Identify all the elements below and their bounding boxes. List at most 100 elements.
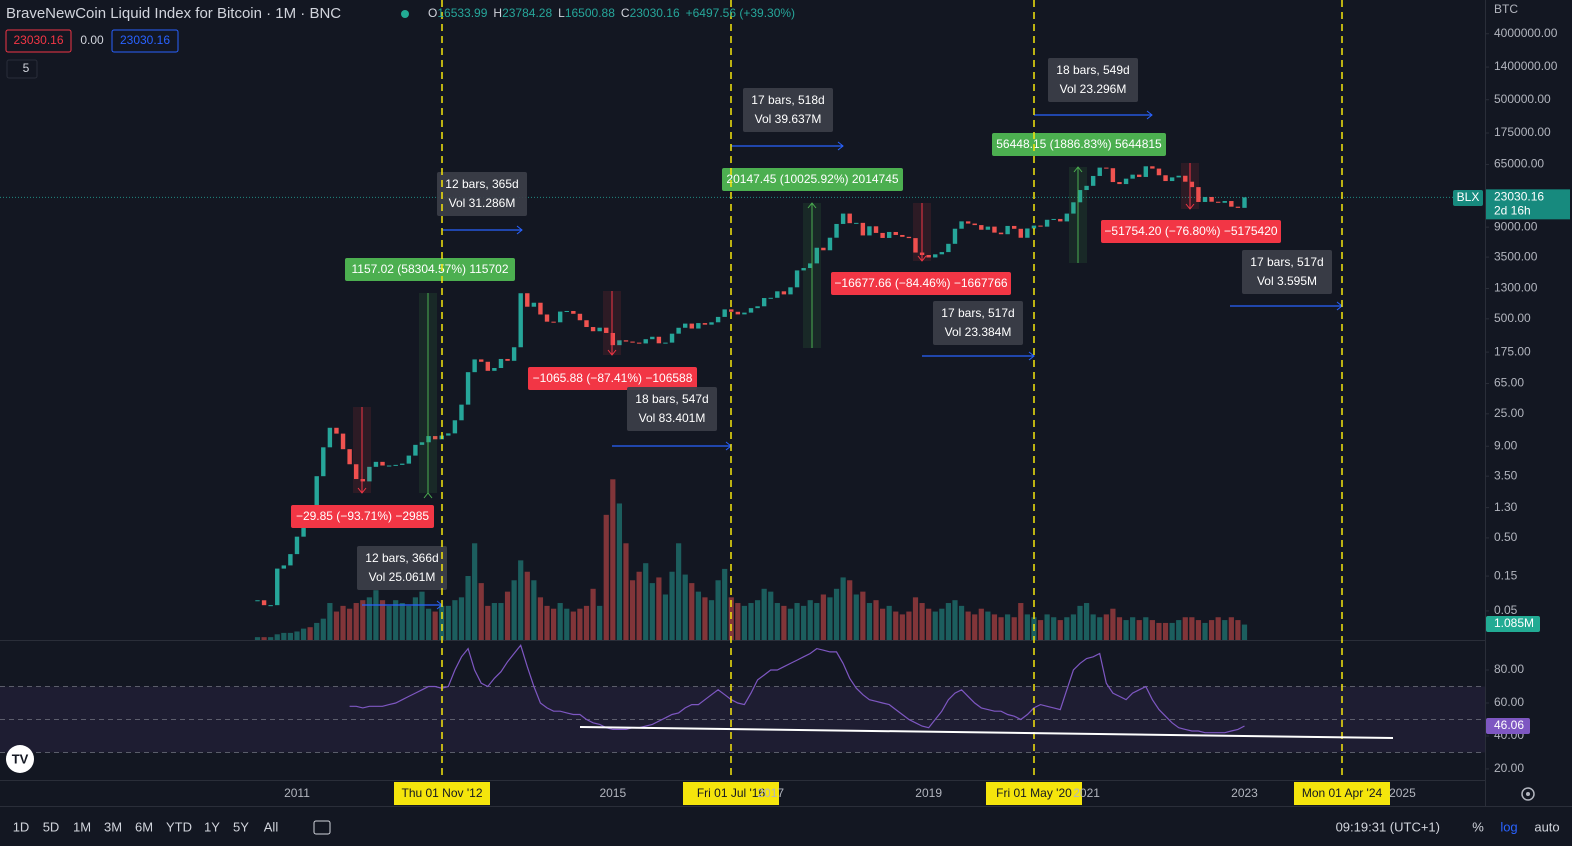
- candle: [709, 322, 714, 325]
- scale-option[interactable]: log: [1500, 819, 1517, 834]
- candle: [288, 554, 293, 566]
- candle: [597, 327, 602, 332]
- volume-bar: [1123, 620, 1129, 640]
- price-tick-label: 0.05: [1494, 603, 1518, 617]
- volume-bar: [1189, 617, 1195, 640]
- candle: [952, 228, 958, 244]
- range-label-box: [345, 258, 515, 281]
- indicator-toggle[interactable]: [6, 59, 38, 79]
- candle: [393, 464, 398, 466]
- last-price-box: [1486, 189, 1570, 220]
- candle: [590, 327, 596, 332]
- ohlc-value: 16500.88: [565, 6, 615, 20]
- candle: [557, 311, 563, 323]
- date-arrow-head: [1146, 110, 1153, 120]
- candle: [1077, 190, 1083, 203]
- volume-bar: [1083, 603, 1090, 640]
- volume-bar: [406, 605, 412, 640]
- candle: [321, 447, 326, 477]
- range-button[interactable]: 6M: [135, 819, 153, 834]
- volume-bar: [373, 590, 379, 640]
- rsi-tick-label: 60.00: [1494, 695, 1524, 709]
- date-range-icon[interactable]: [313, 820, 331, 835]
- volume-bar: [965, 611, 971, 640]
- price-tick-label: 3500.00: [1494, 249, 1538, 263]
- volume-bar: [1057, 620, 1063, 640]
- candle: [867, 226, 872, 236]
- range-button[interactable]: 1M: [73, 819, 91, 834]
- volume-bar: [820, 594, 826, 640]
- range-button[interactable]: 5D: [43, 819, 60, 834]
- scale-option[interactable]: auto: [1534, 819, 1559, 834]
- scale-option[interactable]: %: [1472, 819, 1484, 834]
- volume-bar: [1077, 605, 1083, 640]
- range-label: −51754.20 (−76.80%) −5175420: [1104, 224, 1277, 238]
- range-label: 20147.45 (10025.92%) 2014745: [726, 172, 898, 186]
- price-box[interactable]: [111, 29, 179, 53]
- volume-bar: [1195, 620, 1202, 640]
- date-bars: 17 bars, 518d: [751, 93, 824, 107]
- range-button[interactable]: 1Y: [204, 819, 220, 834]
- volume-bar: [1024, 614, 1030, 640]
- price-tick-label: 500.00: [1494, 311, 1531, 325]
- price-box[interactable]: [5, 29, 72, 53]
- candle: [906, 236, 912, 239]
- candle: [623, 340, 629, 342]
- candle: [255, 600, 260, 602]
- candle: [294, 536, 300, 555]
- candle: [722, 309, 727, 317]
- candle: [268, 605, 273, 607]
- candle: [1097, 167, 1102, 176]
- date-bars: 12 bars, 365d: [445, 177, 518, 191]
- volume-bar: [1143, 617, 1149, 640]
- candle: [617, 340, 622, 346]
- date-label-box: [437, 172, 527, 216]
- candle: [992, 226, 997, 233]
- candle: [426, 436, 431, 443]
- candle: [1215, 201, 1221, 203]
- date-volume: Vol 25.061M: [369, 570, 436, 584]
- range-label: −1065.88 (−87.41%) −106588: [533, 371, 693, 385]
- candle: [281, 565, 287, 569]
- volume-bar: [695, 591, 701, 640]
- candle: [1104, 167, 1109, 169]
- volume-bar: [340, 605, 346, 640]
- volume-bar: [906, 611, 912, 640]
- range-label-box: [722, 168, 903, 191]
- volume-bar: [1149, 620, 1155, 640]
- volume-bar: [1130, 617, 1136, 640]
- volume-bar: [629, 580, 636, 640]
- volume-bar: [643, 563, 649, 640]
- price-tick-label: 9.00: [1494, 438, 1518, 452]
- volume-bar: [636, 571, 642, 640]
- candle: [636, 342, 642, 344]
- candle: [965, 221, 971, 224]
- indicator-count: 5: [23, 61, 30, 75]
- range-arrow-head: [423, 492, 433, 499]
- countdown: 2d 16h: [1494, 204, 1531, 218]
- candle: [775, 291, 780, 298]
- candle: [498, 358, 504, 369]
- candle: [360, 479, 365, 482]
- range-button[interactable]: 1D: [13, 819, 30, 834]
- volume-bar: [1011, 617, 1017, 640]
- price-tick-label: 65.00: [1494, 376, 1524, 390]
- candle: [886, 231, 892, 238]
- candle: [1209, 196, 1214, 202]
- volume-bar: [1090, 614, 1096, 640]
- price-box-label: 23030.16: [120, 33, 170, 47]
- range-button[interactable]: YTD: [166, 819, 192, 834]
- settings-icon[interactable]: [1521, 787, 1535, 801]
- volume-bar: [379, 600, 386, 640]
- range-button[interactable]: 5Y: [233, 819, 249, 834]
- volume-bar: [366, 597, 372, 640]
- x-tick-label: 2025: [1389, 786, 1416, 800]
- candle: [814, 247, 819, 264]
- range-button[interactable]: All: [264, 819, 279, 834]
- logo[interactable]: TV: [6, 745, 34, 773]
- volume-bar: [616, 503, 622, 640]
- volume-bar: [676, 543, 682, 640]
- volume-bar: [603, 514, 609, 640]
- range-button[interactable]: 3M: [104, 819, 122, 834]
